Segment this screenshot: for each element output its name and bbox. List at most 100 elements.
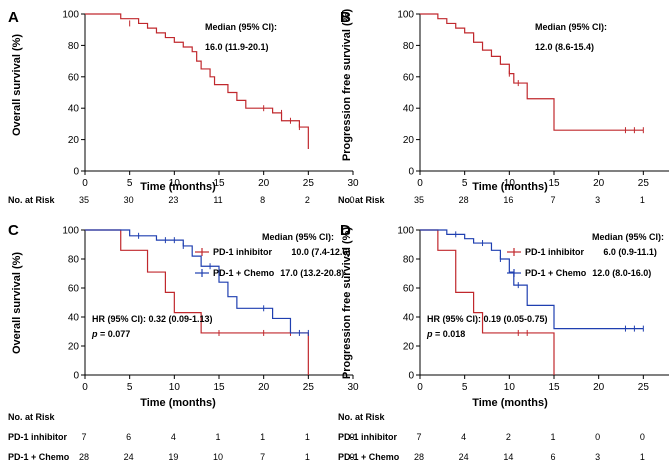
x-tick-label: 15: [213, 178, 225, 189]
panel-letter: D: [340, 222, 351, 239]
p-label: p: [91, 329, 98, 339]
y-tick-label: 80: [403, 41, 415, 52]
risk-number: 4: [171, 432, 176, 442]
risk-label: No. at Risk: [8, 195, 56, 205]
x-tick-label: 0: [82, 178, 88, 189]
risk-group-label: PD-1 inhibitor: [8, 432, 67, 442]
legend-label: PD-1 + Chemo: [213, 268, 275, 278]
x-axis-title: Time (months): [472, 397, 548, 409]
p-value-text: p = 0.077: [91, 329, 130, 339]
x-tick-label: 10: [504, 382, 516, 393]
risk-number: 0: [349, 195, 354, 205]
risk-number: 0: [595, 432, 600, 442]
hr-text: HR (95% CI): 0.19 (0.05-0.75): [427, 314, 548, 324]
risk-number: 28: [79, 452, 89, 462]
x-tick-label: 30: [347, 382, 359, 393]
x-tick-label: 5: [462, 178, 468, 189]
y-tick-label: 100: [397, 10, 414, 21]
x-axis-title: Time (months): [140, 181, 216, 193]
x-tick-label: 10: [169, 382, 181, 393]
y-axis-title: Overall survival (%): [11, 252, 23, 354]
km-curve-pd-1-chemo: [420, 229, 644, 330]
risk-number: 19: [168, 452, 178, 462]
panel-d: D020406080100051015202530Progression fre…: [338, 222, 669, 462]
risk-number: 7: [550, 195, 555, 205]
risk-number: 0: [349, 432, 354, 442]
risk-number: 0: [640, 432, 645, 442]
panel-letter: B: [340, 9, 351, 26]
x-tick-label: 20: [258, 382, 270, 393]
y-tick-label: 40: [403, 104, 415, 115]
median-title: Median (95% CI):: [205, 22, 277, 32]
risk-number: 7: [416, 432, 421, 442]
p-label: p: [426, 329, 433, 339]
x-tick-label: 0: [82, 382, 88, 393]
y-tick-label: 80: [403, 255, 415, 266]
risk-number: 1: [215, 432, 220, 442]
risk-number: 1: [305, 432, 310, 442]
risk-number: 24: [124, 452, 134, 462]
risk-number: 2: [305, 195, 310, 205]
risk-number: 3: [595, 452, 600, 462]
x-tick-label: 10: [169, 178, 181, 189]
median-title: Median (95% CI):: [592, 232, 664, 242]
risk-number: 28: [459, 195, 469, 205]
risk-group-label: PD-1 + Chemo: [338, 452, 400, 462]
legend-median-value: 6.0 (0.9-11.1): [603, 247, 657, 257]
median-title: Median (95% CI):: [535, 22, 607, 32]
x-tick-label: 15: [548, 178, 560, 189]
risk-number: 1: [640, 452, 645, 462]
x-tick-label: 15: [213, 382, 225, 393]
x-tick-label: 0: [417, 382, 423, 393]
y-tick-label: 0: [408, 167, 414, 178]
p-value: = 0.018: [433, 329, 466, 339]
y-tick-label: 60: [68, 72, 80, 83]
y-tick-label: 60: [68, 284, 80, 295]
panel-letter: C: [8, 222, 19, 239]
median-value: 12.0 (8.6-15.4): [535, 42, 594, 52]
risk-number: 7: [81, 432, 86, 442]
risk-number: 4: [461, 432, 466, 442]
risk-label: No. at Risk: [338, 412, 386, 422]
x-tick-label: 0: [417, 178, 423, 189]
x-tick-label: 20: [593, 178, 605, 189]
risk-number: 6: [126, 432, 131, 442]
y-tick-label: 80: [68, 255, 80, 266]
y-tick-label: 0: [73, 371, 79, 382]
risk-number: 16: [503, 195, 513, 205]
risk-number: 8: [260, 195, 265, 205]
y-tick-label: 0: [408, 371, 414, 382]
y-tick-label: 40: [403, 313, 415, 324]
legend-median-value: 10.0 (7.4-12.6): [291, 247, 350, 257]
y-tick-label: 40: [68, 313, 80, 324]
panel-letter: A: [8, 9, 19, 26]
p-value: = 0.077: [98, 329, 131, 339]
panel-b: B020406080100051015202530Progression fre…: [338, 9, 669, 205]
x-tick-label: 20: [593, 382, 605, 393]
risk-number: 35: [414, 195, 424, 205]
risk-number: 10: [213, 452, 223, 462]
risk-number: 6: [550, 452, 555, 462]
x-tick-label: 5: [462, 382, 468, 393]
y-tick-label: 100: [62, 226, 79, 237]
risk-number: 30: [124, 195, 134, 205]
x-axis-title: Time (months): [472, 181, 548, 193]
y-tick-label: 20: [403, 342, 415, 353]
risk-number: 7: [260, 452, 265, 462]
risk-number: 35: [79, 195, 89, 205]
x-tick-label: 15: [548, 382, 560, 393]
x-tick-label: 25: [638, 382, 650, 393]
risk-number: 1: [550, 432, 555, 442]
legend-median-value: 12.0 (8.0-16.0): [592, 268, 651, 278]
y-tick-label: 100: [397, 226, 414, 237]
median-title: Median (95% CI):: [262, 232, 334, 242]
hr-text: HR (95% CI): 0.32 (0.09-1.13): [92, 314, 213, 324]
risk-number: 1: [305, 452, 310, 462]
p-value-text: p = 0.018: [426, 329, 465, 339]
y-axis-title: Progression free survival (%): [341, 9, 353, 162]
risk-label: No. at Risk: [338, 195, 386, 205]
risk-number: 23: [168, 195, 178, 205]
risk-number: 24: [459, 452, 469, 462]
